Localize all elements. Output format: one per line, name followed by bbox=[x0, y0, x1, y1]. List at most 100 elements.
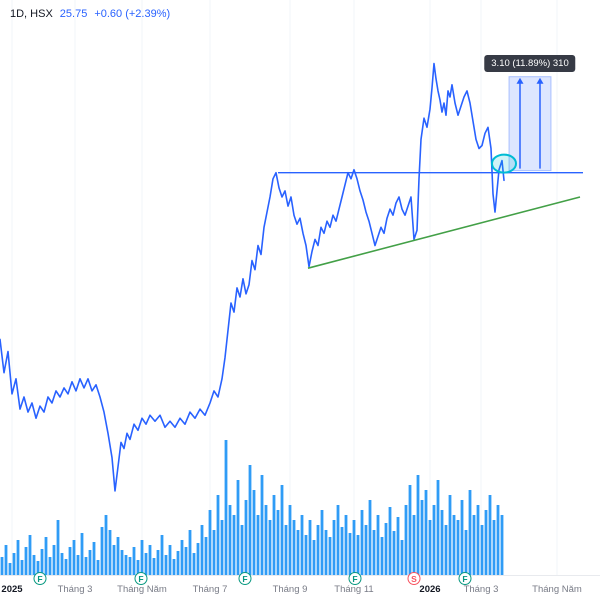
volume-bar bbox=[52, 545, 56, 575]
volume-bar bbox=[464, 530, 468, 575]
volume-bar bbox=[208, 510, 212, 575]
volume-bar bbox=[424, 490, 428, 575]
volume-bar bbox=[456, 520, 460, 575]
volume-bar bbox=[272, 495, 276, 575]
ellipse-annotation[interactable] bbox=[491, 153, 517, 174]
volume-bar bbox=[324, 530, 328, 575]
volume-bar bbox=[500, 515, 504, 575]
event-marker-f[interactable]: F bbox=[238, 572, 252, 585]
measure-tooltip: 3.10 (11.89%) 310 bbox=[484, 54, 576, 73]
trendline-drawing[interactable] bbox=[307, 196, 581, 269]
price-change: +0.60 (+2.39%) bbox=[94, 8, 171, 20]
volume-bar bbox=[232, 515, 236, 575]
volume-bar bbox=[152, 558, 156, 575]
volume-bar bbox=[216, 495, 220, 575]
volume-bar bbox=[432, 505, 436, 575]
event-marker-f[interactable]: F bbox=[348, 572, 362, 585]
volume-bar bbox=[192, 553, 196, 575]
volume-bar bbox=[44, 537, 48, 575]
volume-bar bbox=[116, 537, 120, 575]
volume-bar bbox=[368, 500, 372, 575]
volume-bar bbox=[356, 535, 360, 575]
time-axis-label: 2025 bbox=[1, 584, 23, 595]
volume-bar bbox=[376, 515, 380, 575]
event-marker-s[interactable]: S bbox=[407, 572, 421, 585]
volume-bar bbox=[76, 555, 80, 575]
volume-bar bbox=[304, 535, 308, 575]
volume-bar bbox=[28, 535, 32, 575]
volume-bar bbox=[56, 520, 60, 575]
volume-bar bbox=[92, 542, 96, 575]
volume-bar bbox=[252, 490, 256, 575]
volume-bar bbox=[428, 520, 432, 575]
volume-bar bbox=[380, 537, 384, 575]
volume-bar bbox=[156, 550, 160, 575]
volume-bar bbox=[224, 440, 228, 575]
volume-bar bbox=[340, 527, 344, 575]
volume-bar bbox=[184, 547, 188, 575]
volume-bar bbox=[220, 520, 224, 575]
event-marker-f[interactable]: F bbox=[458, 572, 472, 585]
volume-bar bbox=[168, 545, 172, 575]
volume-bar bbox=[420, 500, 424, 575]
volume-bar bbox=[384, 523, 388, 575]
legend[interactable]: 1D, HSX 25.75 +0.60 (+2.39%) bbox=[10, 8, 170, 20]
volume-bar bbox=[64, 559, 68, 575]
event-marker-f[interactable]: F bbox=[33, 572, 47, 585]
volume-bar bbox=[108, 530, 112, 575]
volume-bar bbox=[24, 547, 28, 575]
volume-bar bbox=[8, 563, 12, 575]
volume-bar bbox=[96, 560, 100, 575]
volume-bar bbox=[372, 530, 376, 575]
volume-bar bbox=[172, 559, 176, 575]
volume-bar bbox=[88, 550, 92, 575]
volume-bar bbox=[260, 475, 264, 575]
volume-bar bbox=[124, 555, 128, 575]
time-axis-label: 2026 bbox=[419, 584, 441, 595]
volume-bar bbox=[472, 515, 476, 575]
volume-bar bbox=[284, 525, 288, 575]
volume-bar bbox=[80, 533, 84, 575]
measure-arrowhead bbox=[536, 77, 544, 84]
volume-bar bbox=[412, 515, 416, 575]
volume-bar bbox=[444, 525, 448, 575]
volume-bar bbox=[240, 525, 244, 575]
volume-bar bbox=[320, 510, 324, 575]
volume-bar bbox=[296, 530, 300, 575]
volume-bar bbox=[16, 540, 20, 575]
volume-bar bbox=[180, 540, 184, 575]
time-axis-label: Tháng 9 bbox=[272, 584, 308, 595]
volume-bar bbox=[144, 553, 148, 575]
volume-bar bbox=[452, 515, 456, 575]
volume-bar bbox=[40, 549, 44, 575]
symbol-interval: 1D, HSX bbox=[10, 8, 53, 20]
volume-bar bbox=[12, 553, 16, 575]
volume-bar bbox=[236, 480, 240, 575]
volume-bar bbox=[288, 505, 292, 575]
volume-bar bbox=[264, 505, 268, 575]
volume-bar bbox=[292, 520, 296, 575]
volume-bar bbox=[84, 557, 88, 575]
volume-bar bbox=[460, 500, 464, 575]
volume-bar bbox=[4, 545, 8, 575]
volume-bar bbox=[20, 560, 24, 575]
measure-box[interactable] bbox=[508, 76, 552, 172]
volume-bar bbox=[128, 557, 132, 575]
volume-bar bbox=[440, 510, 444, 575]
volume-bar bbox=[196, 543, 200, 575]
time-axis[interactable]: 2025 Tháng 3 Tháng Năm Tháng 7 Tháng 9 Tháng … bbox=[0, 575, 600, 600]
volume-bar bbox=[276, 510, 280, 575]
time-axis-label: Tháng Năm bbox=[117, 584, 167, 595]
event-marker-f[interactable]: F bbox=[134, 572, 148, 585]
last-price: 25.75 bbox=[59, 8, 88, 20]
time-axis-label: Tháng Năm bbox=[532, 584, 582, 595]
volume-bar bbox=[120, 550, 124, 575]
volume-bar bbox=[176, 551, 180, 575]
volume-bar bbox=[364, 525, 368, 575]
volume-bar bbox=[112, 545, 116, 575]
volume-bar bbox=[448, 495, 452, 575]
volume-bar bbox=[136, 560, 140, 575]
volume-bar bbox=[336, 505, 340, 575]
volume-bar bbox=[308, 520, 312, 575]
